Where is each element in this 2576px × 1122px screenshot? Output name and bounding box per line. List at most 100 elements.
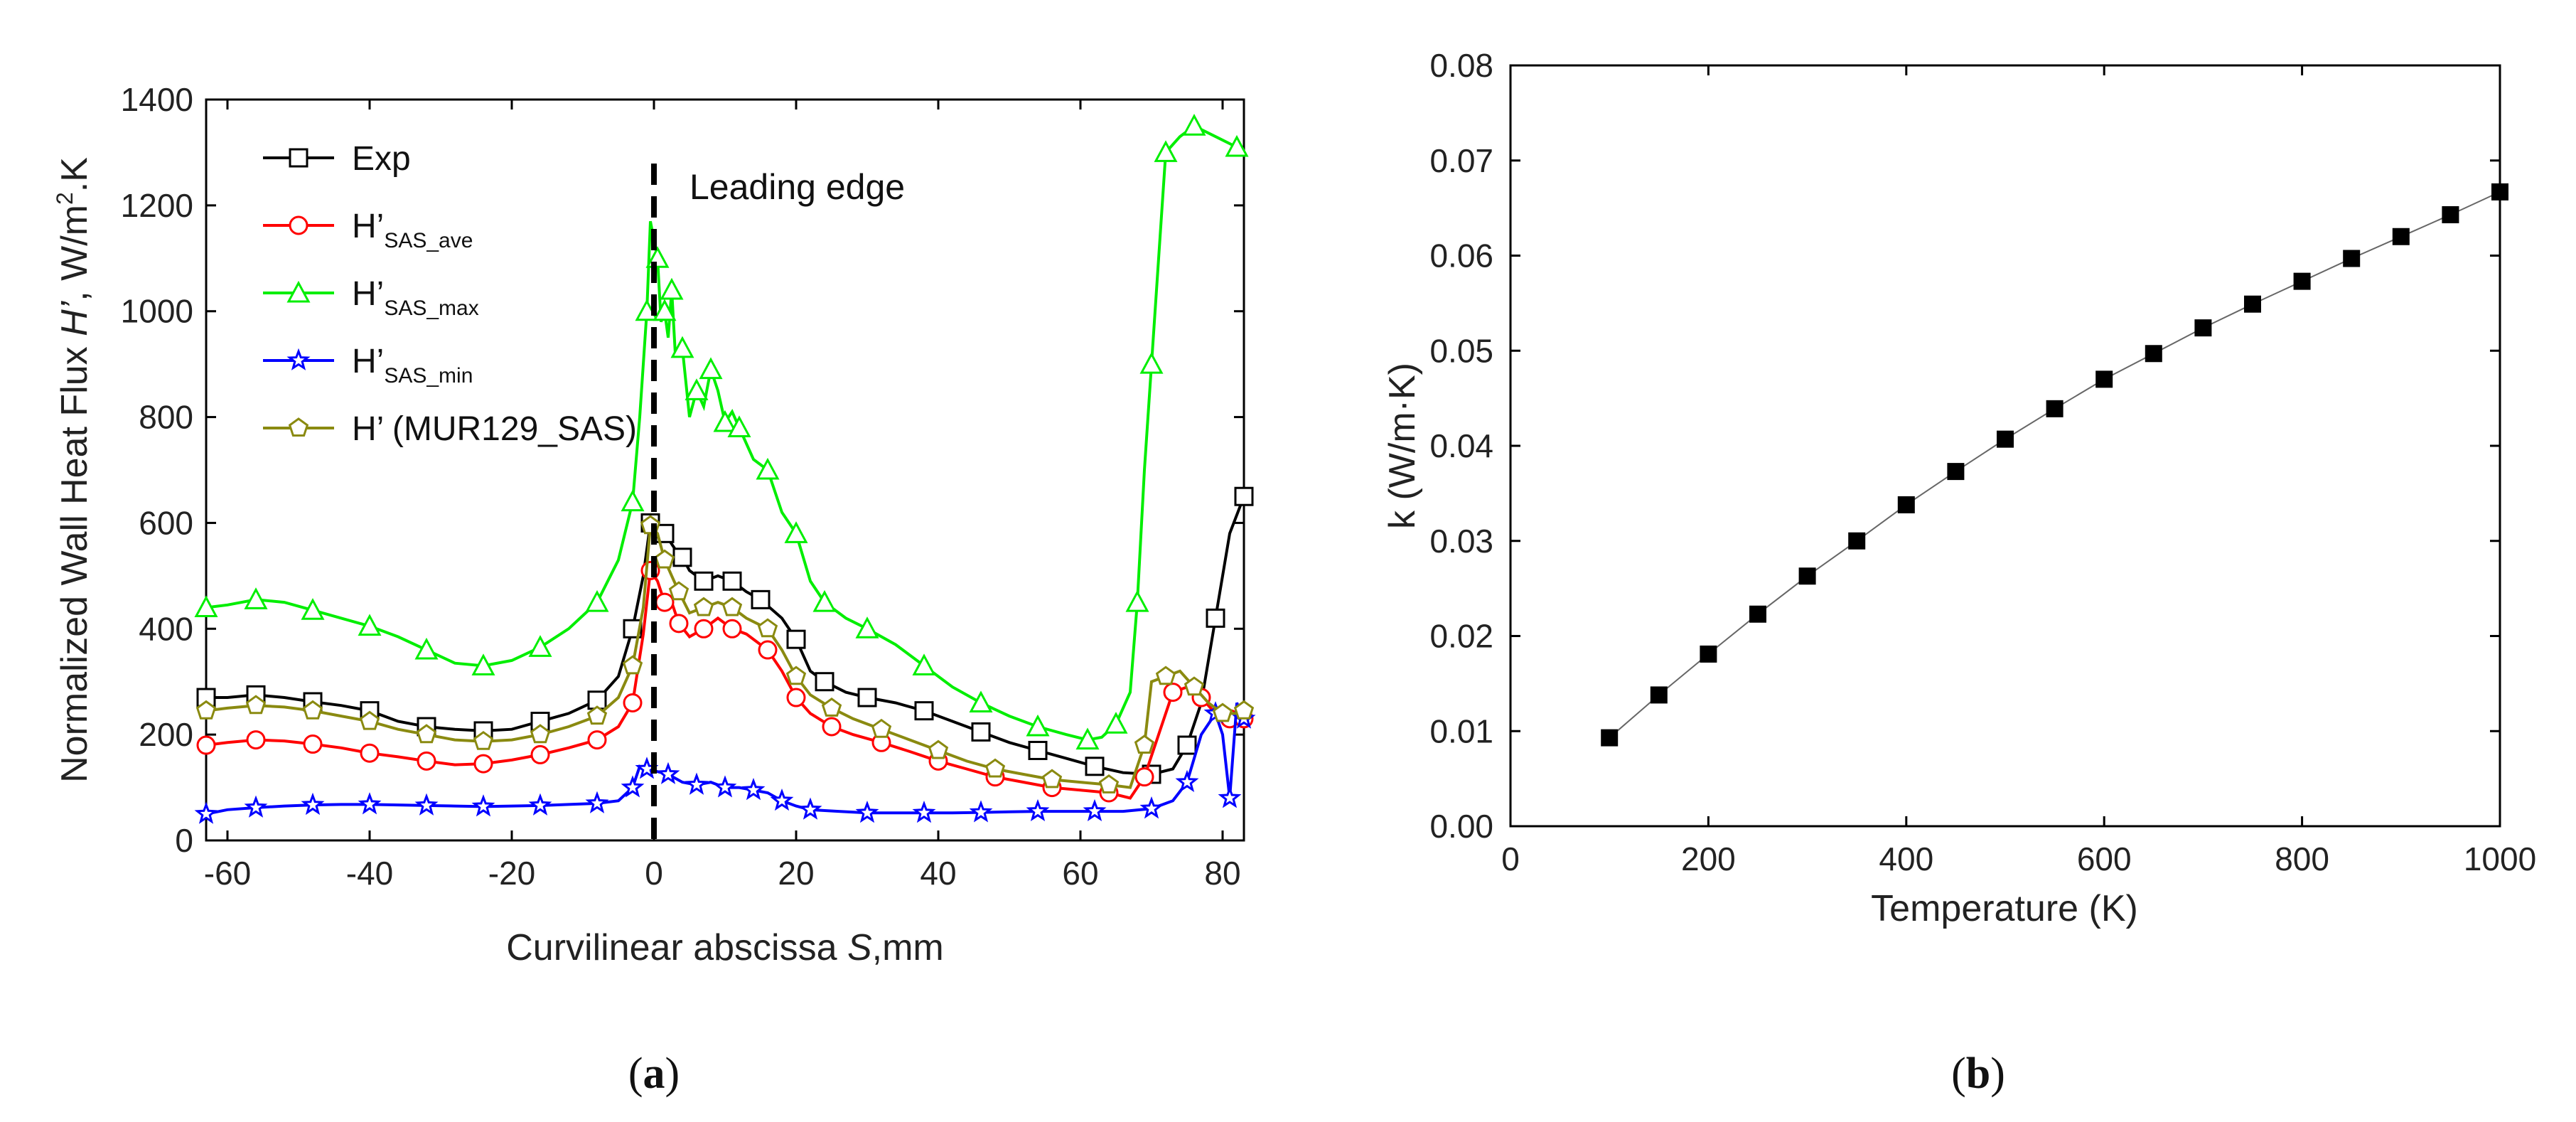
data-point (2244, 295, 2261, 313)
legend-marker (286, 280, 311, 303)
data-point (2442, 205, 2459, 223)
data-point (1218, 786, 1242, 808)
data-point (358, 792, 382, 815)
legend-marker (286, 348, 311, 370)
plot-a-frame (205, 98, 1245, 842)
data-point (653, 299, 677, 321)
data-point (244, 795, 268, 818)
data-point (246, 730, 266, 750)
legend-label: Exp (352, 140, 411, 178)
panel-b: 0.00 0.01 0.02 0.03 0.04 0.05 0.06 0.07 0.08 0 20… (1382, 47, 2536, 1098)
data-point (656, 762, 680, 784)
x-tick-label: 0 (1501, 840, 1520, 877)
x-ticks-b: 0 200 400 600 800 1000 (1501, 65, 2536, 877)
data-point (857, 688, 877, 707)
data-point (1225, 134, 1249, 157)
data-point (694, 571, 714, 591)
y-tick-label: 800 (139, 399, 193, 436)
data-point (727, 415, 751, 437)
data-point (623, 693, 643, 712)
data-point (416, 724, 437, 744)
y-tick-label: 0.02 (1429, 618, 1493, 655)
data-point (359, 710, 380, 730)
leading-edge-annotation: Leading edge (689, 167, 905, 207)
y-tick-label: 0.04 (1429, 427, 1493, 464)
data-point (2194, 319, 2212, 337)
data-point (585, 589, 609, 612)
y-tick-label: 400 (139, 610, 193, 647)
x-tick-label: 800 (2275, 840, 2329, 877)
y-tick-label: 0.00 (1429, 808, 1493, 845)
y-tick-label: 0.01 (1429, 712, 1493, 749)
data-point (1026, 798, 1050, 822)
x-axis-title-b: Temperature (K) (1871, 888, 2138, 929)
y-tick-label: 0.08 (1429, 47, 1493, 84)
data-point (672, 547, 692, 567)
legend-item: H’SAS_ave (263, 208, 473, 252)
legend-item: H’SAS_max (263, 275, 479, 320)
data-point (660, 277, 684, 300)
data-point (1184, 676, 1205, 696)
data-point (721, 597, 743, 616)
x-tick-label: 400 (1879, 840, 1933, 877)
y-tick-label: 0.05 (1429, 332, 1493, 369)
data-point (194, 595, 218, 618)
x-ticks-a: -60 -40 -20 0 20 40 60 80 (204, 100, 1241, 892)
legend-marker (288, 417, 309, 437)
data-point (2095, 370, 2113, 388)
data-point (798, 797, 822, 820)
x-tick-label: -40 (346, 855, 393, 892)
data-point (822, 717, 842, 737)
data-point (685, 772, 709, 795)
y-axis-title-a: Normalized Wall Heat Flux H’, W/m2.K (52, 157, 95, 783)
data-point (587, 730, 607, 750)
data-point (530, 744, 550, 764)
data-point (1134, 767, 1154, 787)
data-point (2491, 183, 2508, 201)
data-point (1139, 796, 1164, 819)
data-point (471, 653, 495, 675)
data-point (414, 793, 439, 816)
series-a (194, 114, 1256, 824)
data-point (1139, 351, 1164, 374)
data-point (195, 700, 217, 720)
data-point (1125, 589, 1149, 612)
data-point (784, 521, 808, 543)
data-point (417, 751, 436, 771)
x-tick-label: 20 (778, 855, 814, 892)
data-point (669, 614, 689, 634)
data-point (756, 457, 780, 480)
data-point (855, 616, 879, 639)
x-tick-label: 80 (1204, 855, 1240, 892)
legend-label: H’SAS_min (352, 343, 473, 388)
data-point (751, 589, 771, 609)
data-point (699, 357, 723, 380)
data-point (1947, 463, 1965, 481)
data-point (969, 690, 993, 712)
panel-a: 0 200 400 600 800 1000 1200 1400 -60 -40 -20 0 20 40… (52, 81, 1256, 1098)
data-point (245, 695, 267, 715)
data-point (414, 637, 439, 660)
data-point (1749, 605, 1766, 623)
data-point (1075, 727, 1100, 750)
data-point (2046, 400, 2064, 417)
data-point (871, 718, 892, 738)
data-point (1104, 712, 1128, 734)
data-point (912, 801, 936, 823)
data-point (1234, 486, 1254, 506)
data-point (1798, 567, 1816, 585)
legend-label: H’ (MUR129_SAS) (352, 410, 637, 448)
data-point (655, 592, 675, 612)
y-tick-label: 600 (139, 504, 193, 541)
x-tick-label: 200 (1681, 840, 1736, 877)
data-point (722, 571, 742, 591)
data-point (1083, 798, 1107, 822)
series-line (1609, 191, 2501, 739)
data-point (2293, 272, 2311, 290)
data-point (685, 378, 709, 400)
data-point (586, 705, 608, 725)
data-point (969, 800, 993, 823)
legend-label: H’SAS_ave (352, 208, 473, 252)
data-point (301, 598, 325, 620)
data-point (1163, 683, 1183, 702)
